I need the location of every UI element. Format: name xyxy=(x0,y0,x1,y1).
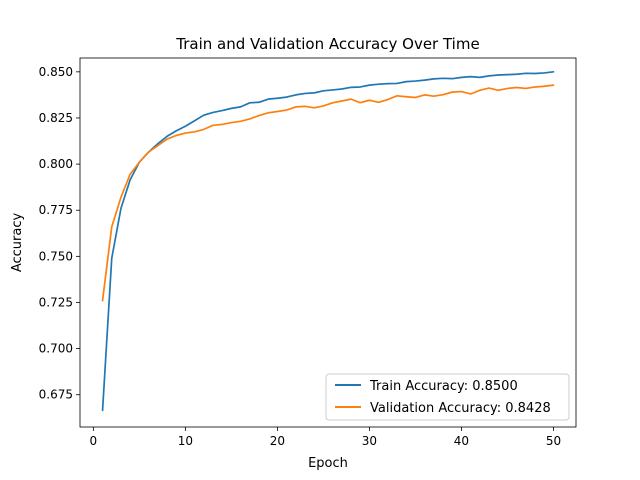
x-tick-label: 40 xyxy=(454,434,469,448)
legend-box xyxy=(325,373,570,421)
y-tick-label: 0.750 xyxy=(39,249,73,263)
y-tick-label: 0.700 xyxy=(39,342,73,356)
legend: Train Accuracy: 0.8500 Validation Accura… xyxy=(325,373,570,421)
y-tick-label: 0.825 xyxy=(39,111,73,125)
validation-accuracy-line xyxy=(101,84,555,302)
chart-title: Train and Validation Accuracy Over Time xyxy=(175,35,479,53)
x-axis-ticks: 0 10 20 30 40 50 xyxy=(90,427,561,448)
x-axis-label: Epoch xyxy=(308,456,348,471)
x-tick-label: 0 xyxy=(90,434,98,448)
x-tick-label: 50 xyxy=(546,434,561,448)
y-axis-label: Accuracy xyxy=(10,213,25,273)
y-axis-ticks: 0.675 0.700 0.725 0.750 0.775 0.800 0.825 0.850 xyxy=(39,65,80,402)
series-layer xyxy=(101,70,555,412)
y-tick-label: 0.675 xyxy=(39,388,73,402)
x-tick-label: 10 xyxy=(178,434,193,448)
y-tick-label: 0.725 xyxy=(39,295,73,309)
legend-label-train: Train Accuracy: 0.8500 xyxy=(369,379,518,394)
x-tick-label: 30 xyxy=(362,434,377,448)
y-tick-label: 0.850 xyxy=(39,65,73,79)
plot-area xyxy=(80,58,576,427)
y-tick-label: 0.775 xyxy=(39,203,73,217)
y-tick-label: 0.800 xyxy=(39,157,73,171)
x-tick-label: 20 xyxy=(270,434,285,448)
train-accuracy-line xyxy=(101,70,555,412)
plot-frame xyxy=(79,57,577,428)
legend-label-validation: Validation Accuracy: 0.8428 xyxy=(370,401,551,416)
